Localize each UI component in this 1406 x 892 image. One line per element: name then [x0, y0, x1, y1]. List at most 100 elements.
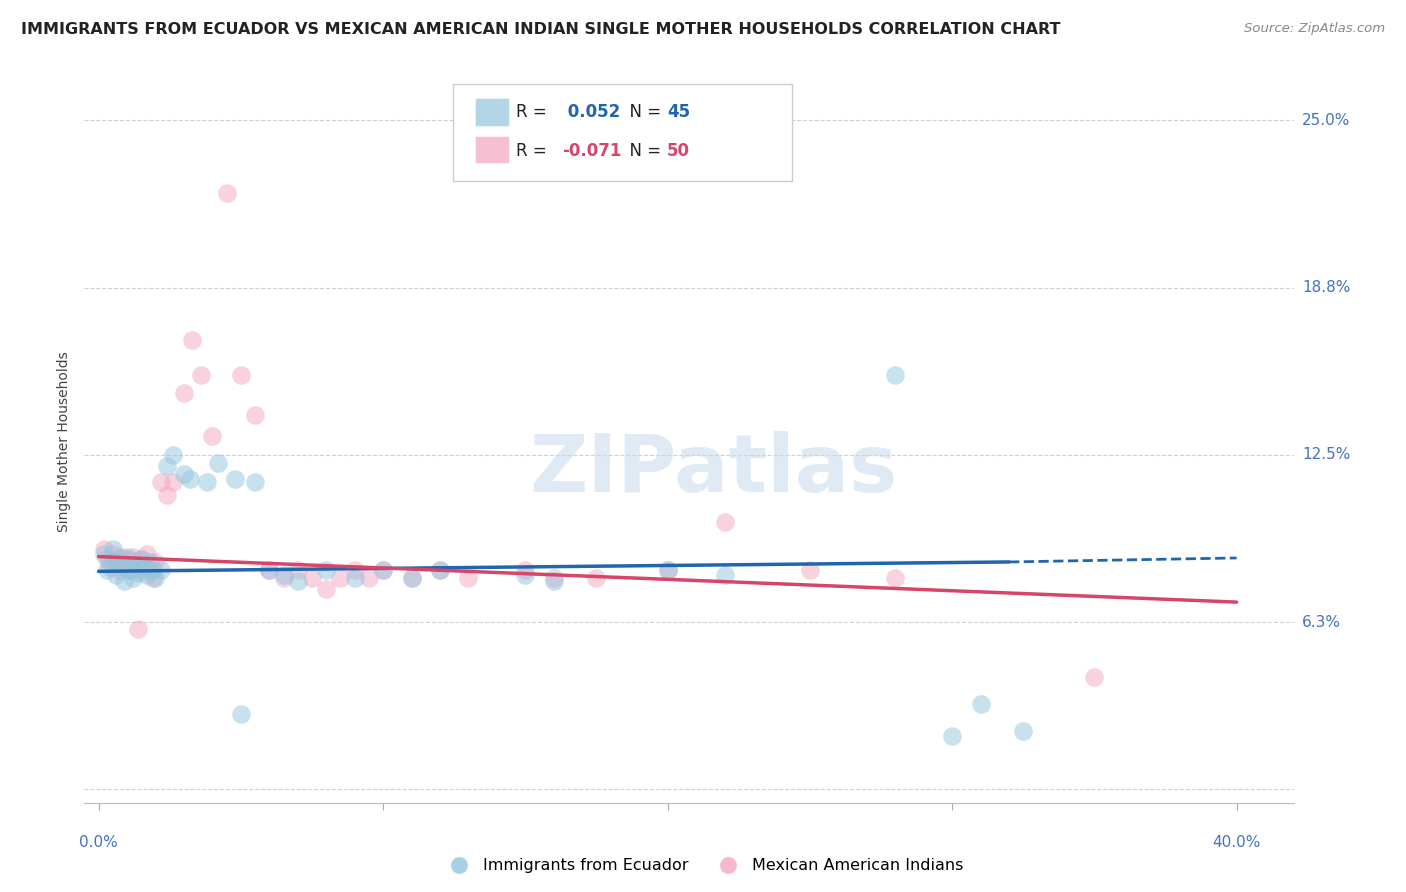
- Point: [229, 368, 252, 382]
- Text: 18.8%: 18.8%: [1302, 280, 1350, 295]
- Point: [96, 563, 118, 577]
- Point: [112, 558, 135, 572]
- Point: [132, 560, 155, 574]
- Y-axis label: Single Mother Households: Single Mother Households: [58, 351, 72, 532]
- Text: Source: ZipAtlas.com: Source: ZipAtlas.com: [1244, 22, 1385, 36]
- Point: [457, 571, 479, 585]
- Text: 12.5%: 12.5%: [1302, 448, 1350, 462]
- Point: [429, 563, 451, 577]
- Point: [142, 571, 165, 585]
- Point: [884, 368, 907, 382]
- Point: [343, 571, 366, 585]
- Point: [132, 560, 155, 574]
- Point: [543, 574, 565, 588]
- FancyBboxPatch shape: [453, 84, 792, 181]
- Point: [112, 574, 135, 588]
- Point: [343, 563, 366, 577]
- Text: 25.0%: 25.0%: [1302, 113, 1350, 128]
- Point: [127, 563, 149, 577]
- Point: [96, 552, 118, 566]
- Point: [190, 368, 212, 382]
- Point: [371, 563, 394, 577]
- Point: [124, 558, 146, 572]
- Point: [315, 563, 337, 577]
- Text: 6.3%: 6.3%: [1302, 615, 1341, 630]
- Point: [124, 558, 146, 572]
- Point: [287, 574, 309, 588]
- Point: [136, 547, 159, 561]
- Text: N =: N =: [619, 103, 666, 121]
- Point: [129, 552, 152, 566]
- Point: [195, 475, 218, 489]
- Point: [713, 515, 735, 529]
- Point: [156, 488, 179, 502]
- Point: [884, 571, 907, 585]
- Text: 0.0%: 0.0%: [79, 835, 118, 850]
- Point: [229, 707, 252, 722]
- Point: [259, 563, 281, 577]
- FancyBboxPatch shape: [475, 98, 509, 126]
- Point: [93, 547, 115, 561]
- Point: [129, 552, 152, 566]
- Point: [139, 555, 162, 569]
- Point: [1083, 670, 1105, 684]
- Point: [127, 622, 149, 636]
- Point: [515, 563, 537, 577]
- Text: N =: N =: [619, 142, 666, 160]
- Point: [799, 563, 821, 577]
- Point: [121, 571, 143, 585]
- Point: [115, 549, 138, 564]
- Point: [104, 555, 127, 569]
- Point: [515, 568, 537, 582]
- Text: 40.0%: 40.0%: [1212, 835, 1261, 850]
- Text: -0.071: -0.071: [562, 142, 621, 160]
- Point: [371, 563, 394, 577]
- Point: [107, 552, 129, 566]
- Point: [243, 475, 266, 489]
- Point: [150, 563, 173, 577]
- Point: [429, 563, 451, 577]
- Point: [173, 386, 195, 401]
- Point: [179, 472, 201, 486]
- Legend: Immigrants from Ecuador, Mexican American Indians: Immigrants from Ecuador, Mexican America…: [436, 852, 970, 880]
- Point: [329, 571, 352, 585]
- Point: [101, 547, 124, 561]
- Point: [201, 429, 224, 443]
- Point: [107, 563, 129, 577]
- Point: [118, 563, 141, 577]
- Point: [1012, 723, 1035, 738]
- Point: [181, 333, 204, 347]
- Point: [273, 571, 295, 585]
- Point: [543, 571, 565, 585]
- Text: IMMIGRANTS FROM ECUADOR VS MEXICAN AMERICAN INDIAN SINGLE MOTHER HOUSEHOLDS CORR: IMMIGRANTS FROM ECUADOR VS MEXICAN AMERI…: [21, 22, 1060, 37]
- Point: [357, 571, 380, 585]
- Point: [150, 475, 173, 489]
- Point: [215, 186, 238, 200]
- Point: [110, 560, 132, 574]
- Text: R =: R =: [516, 103, 553, 121]
- Point: [243, 408, 266, 422]
- Point: [121, 549, 143, 564]
- Point: [145, 571, 167, 585]
- Text: 0.052: 0.052: [562, 103, 620, 121]
- Text: 50: 50: [668, 142, 690, 160]
- Point: [162, 448, 184, 462]
- Point: [224, 472, 246, 486]
- Point: [941, 729, 963, 743]
- Point: [657, 563, 679, 577]
- Point: [118, 563, 141, 577]
- Point: [207, 456, 229, 470]
- Point: [301, 571, 323, 585]
- Point: [127, 566, 149, 580]
- Point: [156, 458, 179, 473]
- Text: 45: 45: [668, 103, 690, 121]
- Point: [259, 563, 281, 577]
- Point: [315, 582, 337, 596]
- Point: [110, 549, 132, 564]
- Text: R =: R =: [516, 142, 553, 160]
- FancyBboxPatch shape: [475, 136, 509, 163]
- Point: [401, 571, 423, 585]
- Point: [401, 571, 423, 585]
- Point: [104, 568, 127, 582]
- Point: [287, 563, 309, 577]
